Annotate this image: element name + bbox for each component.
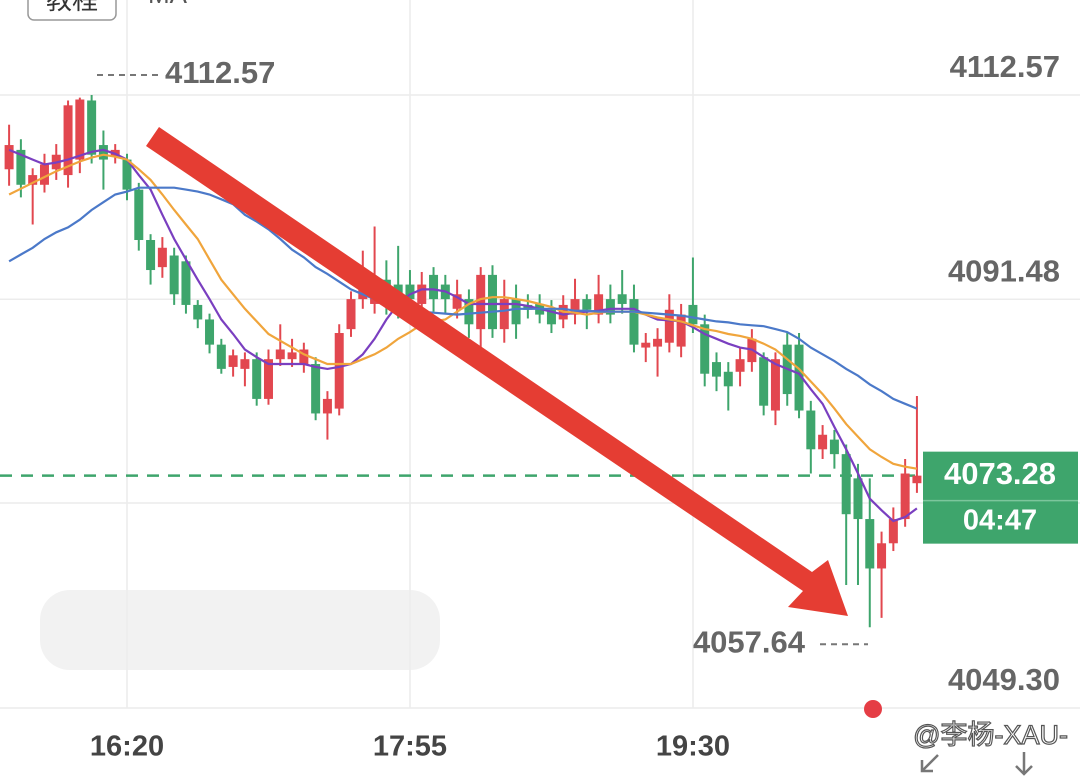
x-tick-label: 16:20 — [90, 731, 164, 763]
candle-body — [146, 240, 156, 271]
candle-body — [122, 159, 132, 190]
candle-body — [806, 410, 816, 450]
ma-line — [8, 148, 918, 523]
x-tick-label: 19:30 — [656, 731, 730, 763]
candle-body — [582, 299, 592, 310]
candle-body — [688, 304, 698, 325]
candle-body — [641, 342, 651, 348]
y-tick-label: 4112.57 — [950, 49, 1060, 84]
candle-body — [723, 371, 733, 387]
candle-body — [700, 324, 710, 374]
candle-body — [841, 454, 851, 515]
candle-body — [228, 355, 238, 367]
candle-body — [417, 284, 427, 304]
candle-body — [16, 149, 26, 185]
candle-body — [240, 359, 250, 369]
candle-body — [263, 359, 273, 399]
candle-body — [487, 274, 497, 330]
y-tick-label: 4091.48 — [948, 253, 1060, 288]
candle-body — [169, 255, 179, 295]
candle-body — [511, 299, 521, 325]
high-marker-label: 4112.57 — [165, 55, 275, 90]
candle-body — [818, 434, 828, 450]
candle-body — [311, 364, 321, 414]
candle-body — [63, 105, 73, 176]
candle-body — [405, 284, 415, 300]
candle-body — [39, 164, 49, 185]
candle-body — [346, 299, 356, 330]
candle-body — [770, 359, 780, 411]
trend-arrow — [146, 127, 848, 616]
last-price-box — [923, 451, 1078, 544]
watermark: @李杨-XAU- — [913, 720, 1068, 750]
candle-body — [193, 304, 203, 320]
x-tick-label: 17:55 — [373, 731, 447, 763]
candle-body — [28, 175, 38, 185]
candle-body — [275, 349, 285, 360]
candle-body — [664, 309, 674, 343]
tutorial-button-label[interactable]: 教程 — [46, 0, 98, 15]
countdown-label: 04:47 — [963, 504, 1037, 536]
candle-body — [900, 473, 910, 520]
candle-body — [452, 294, 462, 309]
candle-body — [299, 349, 309, 365]
candle-body — [605, 299, 615, 315]
candle-body — [853, 478, 863, 520]
candle-body — [888, 519, 898, 544]
ma-line — [8, 153, 918, 470]
candle-body — [794, 344, 804, 411]
candle-body — [523, 304, 533, 310]
y-tick-label: 4049.30 — [948, 662, 1060, 697]
candle-body — [181, 261, 191, 305]
tutorial-button[interactable] — [27, 0, 117, 21]
candle-body — [877, 543, 887, 569]
candle-body — [499, 299, 509, 330]
candle-body — [4, 145, 14, 170]
candle-body — [617, 294, 627, 304]
candle-body — [134, 189, 144, 241]
candle-body — [334, 333, 344, 409]
candle-body — [87, 100, 97, 155]
blurred-region — [40, 590, 440, 670]
candle-body — [676, 314, 686, 347]
candle-body — [205, 319, 215, 345]
candle-body — [216, 344, 226, 369]
candle-body — [287, 352, 297, 360]
candle-body — [157, 247, 167, 268]
candle-body — [75, 99, 85, 160]
candle-body — [759, 357, 769, 406]
collapse-icon — [920, 754, 939, 773]
candle-body — [735, 359, 745, 372]
candle-body — [570, 299, 580, 315]
candle-body — [98, 145, 108, 160]
candle-body — [322, 398, 332, 414]
indicator-label: MA — [148, 0, 188, 9]
candle-body — [594, 294, 604, 315]
low-marker-label: 4057.64 — [693, 624, 806, 659]
down-icon — [1015, 752, 1033, 776]
candle-body — [429, 274, 439, 300]
candle-body — [464, 299, 474, 325]
candle-body — [252, 359, 262, 399]
candle-body — [546, 309, 556, 325]
candle-body — [476, 274, 486, 330]
candle-body — [712, 362, 721, 377]
candle-body — [865, 519, 875, 569]
candle-body — [912, 475, 922, 484]
candle-body — [629, 299, 639, 345]
red-dot — [864, 700, 882, 718]
candle-body — [653, 338, 663, 347]
last-price-label: 4073.28 — [944, 456, 1056, 491]
candle-body — [829, 439, 839, 455]
ma-line — [8, 186, 918, 410]
